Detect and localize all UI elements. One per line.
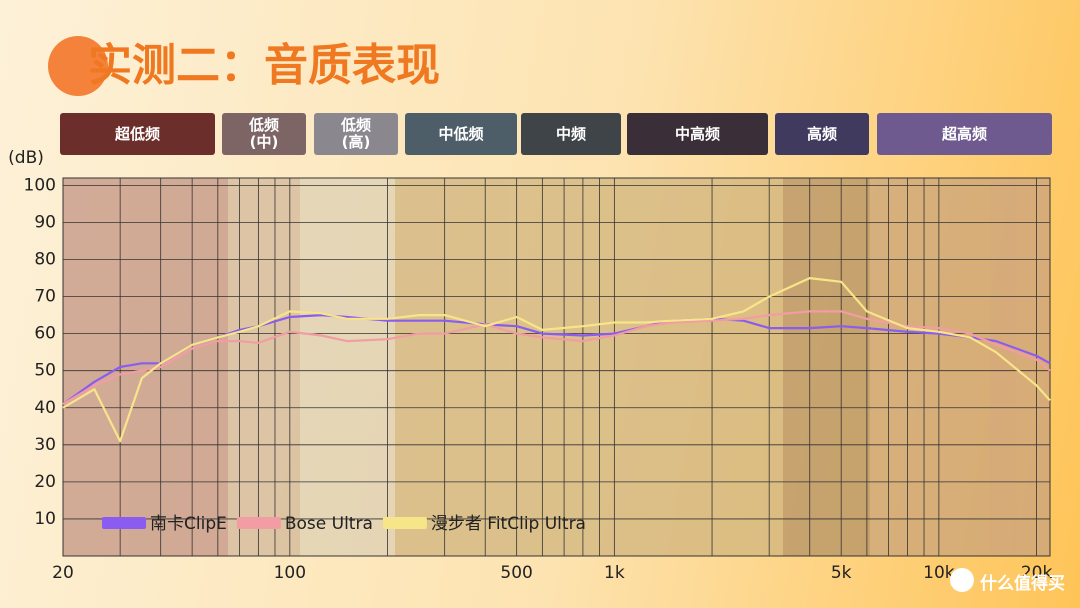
chart-title: 实测二：音质表现 [88,40,440,91]
x-tick-label: 10k [923,563,955,583]
x-tick-label: 1k [604,563,625,583]
legend-label: 南卡ClipE [150,514,227,534]
plot-frame [62,177,1051,557]
legend-swatch [382,517,427,529]
y-tick-label: 30 [34,435,56,455]
band-header: 中低频 [405,113,517,155]
watermark-icon [950,568,974,592]
plot-shading [63,178,1050,556]
y-axis-label: (dB) [8,148,44,168]
legend-swatch [236,517,281,529]
y-tick-label: 80 [34,250,56,270]
y-tick-label: 90 [34,212,56,232]
band-header: 超高频 [877,113,1052,155]
legend-label: Bose Ultra [285,514,373,534]
x-tick-label: 20 [52,563,74,583]
band-header: 低频 (中) [222,113,306,155]
x-tick-label: 20k [1021,563,1053,583]
x-tick-label: 500 [500,563,532,583]
band-header: 低频 (高) [314,113,398,155]
y-tick-label: 60 [34,324,56,344]
band-header: 高频 [775,113,869,155]
y-tick-label: 20 [34,472,56,492]
series-line [62,310,1051,406]
x-tick-label: 5k [831,563,852,583]
legend-label: 漫步者 FitClip Ultra [431,514,586,534]
y-tick-label: 70 [34,287,56,307]
y-tick-label: 10 [34,509,56,529]
title-dot [48,36,108,96]
y-tick-label: 40 [34,398,56,418]
band-header: 中高频 [627,113,768,155]
series-line [62,277,1051,443]
watermark: 什么值得买 [980,574,1065,594]
legend-swatch [102,517,146,529]
band-header: 超低频 [60,113,215,155]
band-header: 中频 [521,113,621,155]
y-tick-label: 50 [34,361,56,381]
x-tick-label: 100 [274,563,306,583]
y-tick-label: 100 [24,175,56,195]
